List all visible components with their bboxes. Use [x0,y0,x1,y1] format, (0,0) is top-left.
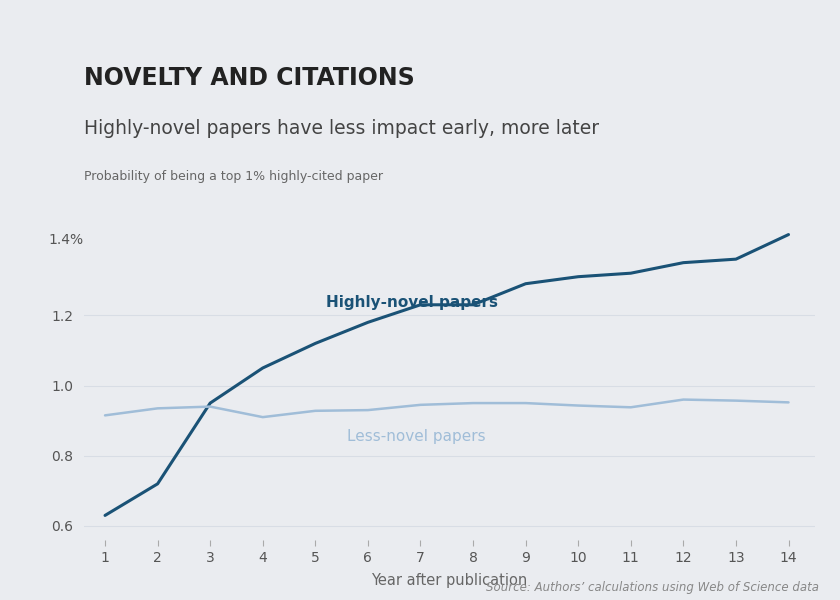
X-axis label: Year after publication: Year after publication [371,574,528,589]
Text: Source: Authors’ calculations using Web of Science data: Source: Authors’ calculations using Web … [486,581,819,594]
Text: Highly-novel papers: Highly-novel papers [326,295,498,310]
Text: Highly-novel papers have less impact early, more later: Highly-novel papers have less impact ear… [84,119,599,138]
Text: NOVELTY AND CITATIONS: NOVELTY AND CITATIONS [84,66,415,90]
Text: Less-novel papers: Less-novel papers [347,430,486,445]
Text: 1.4%: 1.4% [49,233,84,247]
Text: Probability of being a top 1% highly-cited paper: Probability of being a top 1% highly-cit… [84,170,383,183]
